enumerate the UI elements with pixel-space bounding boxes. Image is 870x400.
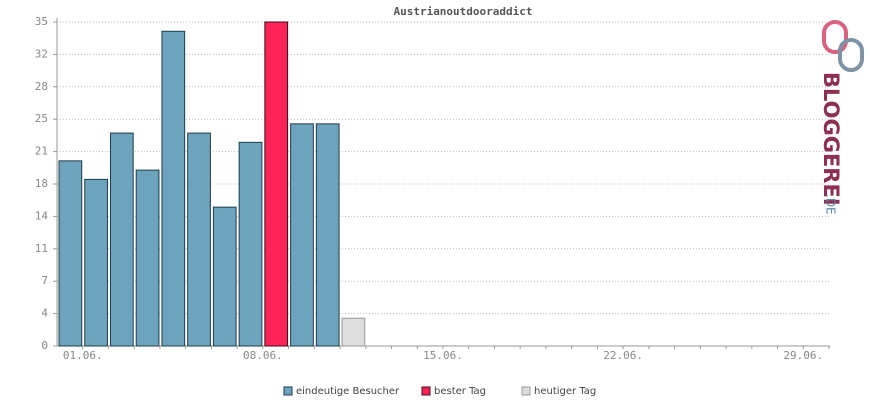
legend-label: bester Tag <box>434 386 486 397</box>
y-tick-label: 21 <box>35 145 48 158</box>
logo-text: BLOGGEREI <box>819 72 843 206</box>
legend-swatch <box>421 386 431 396</box>
chart-title: Austrianoutdooraddict <box>393 5 532 18</box>
legend-swatch <box>283 386 293 396</box>
legend: eindeutige Besucher bester Tag heutiger Ta… <box>283 386 596 397</box>
bar <box>109 132 134 347</box>
logo-ring <box>822 20 848 54</box>
bar <box>161 30 186 347</box>
y-tick-label: 0 <box>41 339 48 352</box>
y-tick-label: 32 <box>35 47 48 60</box>
logo-icon <box>822 20 864 72</box>
legend-label: eindeutige Besucher <box>296 386 400 397</box>
legend-swatch <box>521 386 531 396</box>
bar <box>84 178 108 347</box>
bar <box>315 123 340 347</box>
y-tick-label: 35 <box>35 15 48 28</box>
y-tick-label: 11 <box>35 242 48 255</box>
x-tick-label: 22.06. <box>603 349 643 362</box>
y-tick-label: 25 <box>35 112 48 125</box>
y-tick-label: 14 <box>35 209 49 222</box>
bar <box>290 123 314 347</box>
logo-domain: .DE <box>824 194 838 215</box>
bar <box>238 141 263 347</box>
bar <box>264 21 289 347</box>
y-tick-label: 18 <box>35 177 48 190</box>
legend-label: heutiger Tag <box>534 386 596 397</box>
logo-ring <box>838 38 864 72</box>
y-tick-label: 4 <box>41 307 48 320</box>
bar <box>135 169 160 347</box>
y-tick-label: 7 <box>41 274 48 287</box>
bar <box>212 206 237 347</box>
x-tick-label: 08.06. <box>243 349 283 362</box>
x-tick-label: 01.06. <box>63 349 103 362</box>
x-tick-label: 29.06. <box>783 349 823 362</box>
y-tick-label: 28 <box>35 80 48 93</box>
x-tick-label: 15.06. <box>423 349 463 362</box>
bar <box>187 132 211 347</box>
bar <box>341 317 366 347</box>
bar <box>58 160 83 347</box>
